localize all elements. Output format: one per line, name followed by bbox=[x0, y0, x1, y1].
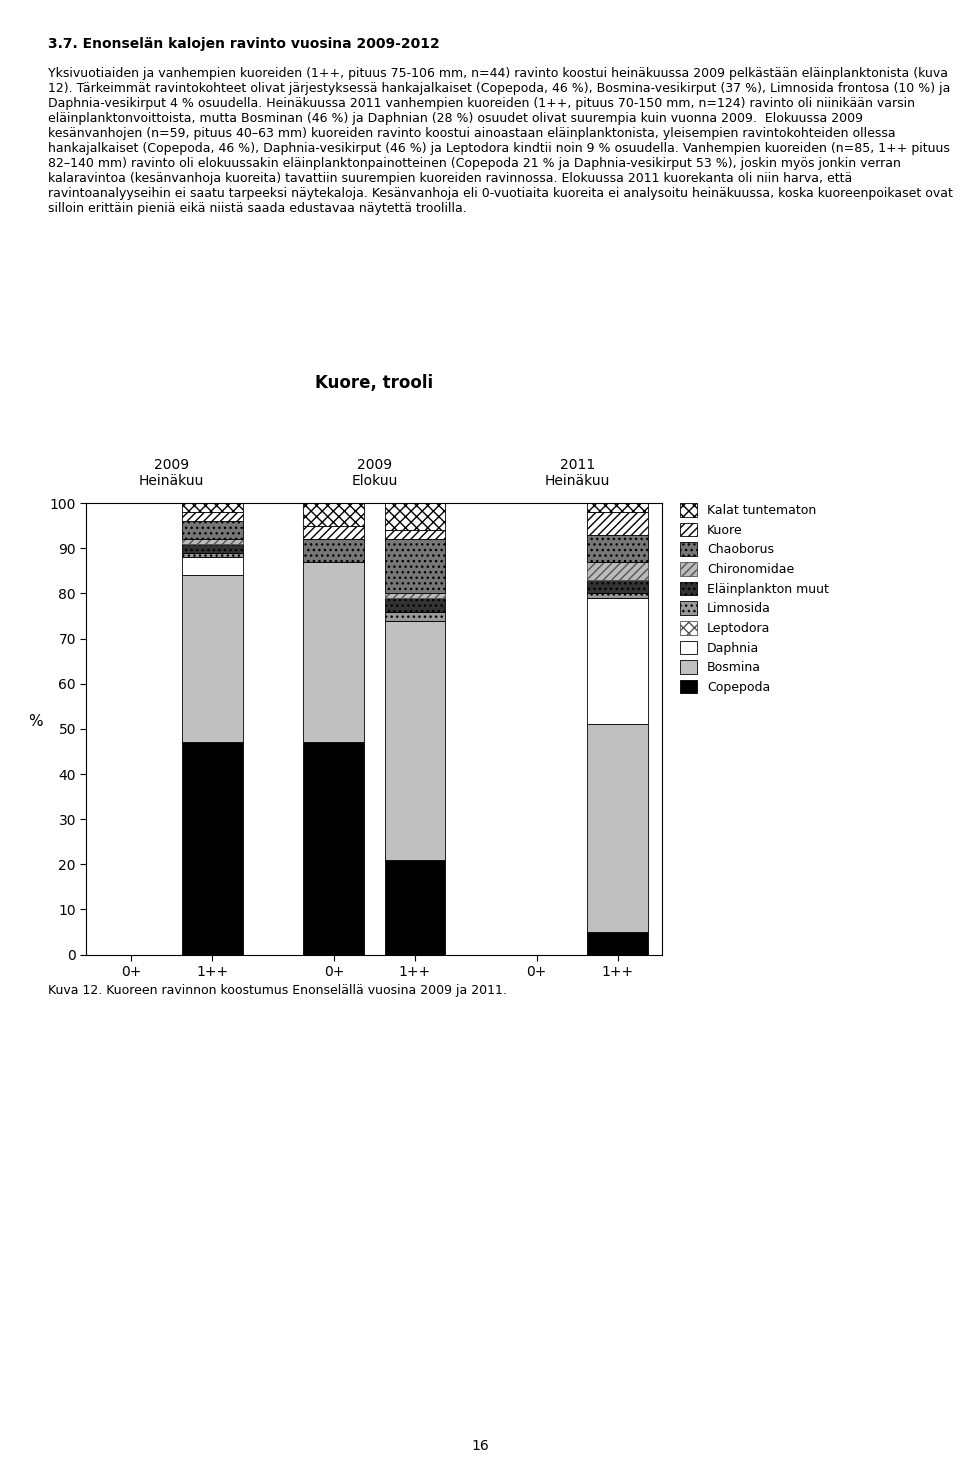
Bar bbox=[385, 503, 445, 530]
Bar bbox=[385, 530, 445, 539]
Bar bbox=[303, 562, 364, 743]
Bar bbox=[588, 580, 648, 593]
Bar bbox=[588, 932, 648, 955]
Text: Kuore, trooli: Kuore, trooli bbox=[315, 374, 434, 392]
Bar bbox=[588, 512, 648, 534]
Bar bbox=[181, 503, 243, 512]
Bar bbox=[303, 539, 364, 562]
Text: 2011
Heinäkuu: 2011 Heinäkuu bbox=[544, 459, 610, 488]
Text: Yksivuotiaiden ja vanhempien kuoreiden (1++, pituus 75-106 mm, n=44) ravinto koo: Yksivuotiaiden ja vanhempien kuoreiden (… bbox=[48, 67, 953, 215]
Text: 3.7. Enonselän kalojen ravinto vuosina 2009-2012: 3.7. Enonselän kalojen ravinto vuosina 2… bbox=[48, 37, 440, 50]
Bar bbox=[181, 512, 243, 521]
Bar bbox=[588, 562, 648, 580]
Bar bbox=[385, 620, 445, 860]
Y-axis label: %: % bbox=[29, 713, 43, 730]
Bar bbox=[303, 525, 364, 539]
Bar bbox=[588, 598, 648, 724]
Text: Kuva 12. Kuoreen ravinnon koostumus Enonselällä vuosina 2009 ja 2011.: Kuva 12. Kuoreen ravinnon koostumus Enon… bbox=[48, 984, 507, 998]
Bar bbox=[385, 539, 445, 593]
Bar bbox=[181, 543, 243, 554]
Legend: Kalat tuntematon, Kuore, Chaoborus, Chironomidae, Eläinplankton muut, Limnosida,: Kalat tuntematon, Kuore, Chaoborus, Chir… bbox=[680, 503, 829, 694]
Bar bbox=[385, 593, 445, 598]
Bar bbox=[181, 576, 243, 743]
Bar bbox=[588, 724, 648, 932]
Bar bbox=[385, 860, 445, 955]
Text: 2009
Heinäkuu: 2009 Heinäkuu bbox=[139, 459, 204, 488]
Text: 2009
Elokuu: 2009 Elokuu bbox=[351, 459, 397, 488]
Bar bbox=[181, 558, 243, 576]
Bar bbox=[588, 534, 648, 562]
Bar bbox=[303, 743, 364, 955]
Bar bbox=[385, 598, 445, 611]
Bar bbox=[588, 593, 648, 598]
Bar bbox=[181, 521, 243, 539]
Bar bbox=[181, 539, 243, 543]
Text: 16: 16 bbox=[471, 1440, 489, 1453]
Bar bbox=[385, 611, 445, 620]
Bar bbox=[181, 743, 243, 955]
Bar bbox=[181, 554, 243, 558]
Bar bbox=[588, 503, 648, 512]
Bar bbox=[303, 503, 364, 525]
